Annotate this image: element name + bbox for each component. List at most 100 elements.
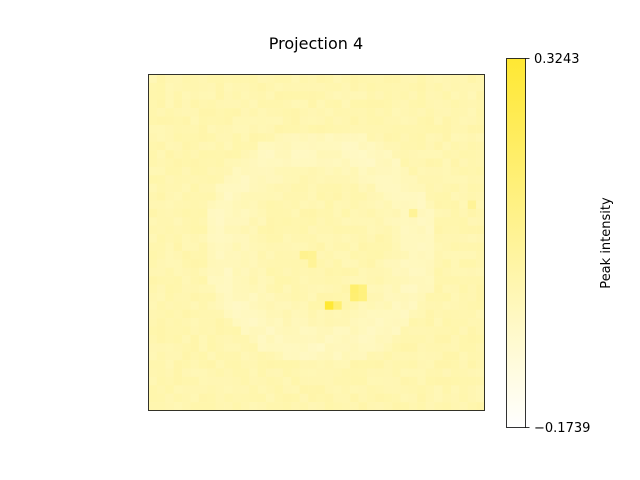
heatmap-cell (350, 351, 359, 361)
heatmap-cell (308, 284, 317, 294)
heatmap-cell (316, 141, 326, 151)
heatmap-cell (190, 217, 200, 226)
heatmap-cell (450, 234, 460, 243)
heatmap-cell (476, 276, 485, 285)
heatmap-cell (173, 175, 183, 184)
heatmap-cell (165, 82, 174, 92)
heatmap-cell (249, 393, 258, 403)
heatmap-cell (417, 376, 426, 386)
heatmap-cell (224, 402, 233, 411)
heatmap-cell (198, 242, 208, 252)
heatmap-cell (350, 200, 359, 210)
heatmap-cell (190, 301, 200, 310)
heatmap-cell (425, 74, 435, 84)
heatmap-cell (476, 166, 485, 176)
heatmap-cell (316, 292, 326, 302)
heatmap-cell (291, 99, 300, 109)
heatmap-cell (282, 158, 292, 168)
heatmap-cell (434, 301, 443, 310)
heatmap-cell (350, 166, 359, 176)
heatmap-cell (165, 183, 174, 193)
heatmap-cell (459, 208, 468, 218)
heatmap-cell (341, 259, 351, 268)
heatmap-cell (408, 385, 418, 394)
heatmap-cell (425, 217, 435, 226)
heatmap-cell (434, 133, 443, 142)
heatmap-cell (274, 158, 284, 168)
heatmap-cell (308, 183, 317, 193)
heatmap-cell (442, 141, 452, 151)
heatmap-cell (198, 225, 208, 235)
heatmap-cell (392, 292, 401, 302)
heatmap-cell (266, 166, 275, 176)
heatmap-cell (207, 309, 216, 319)
heatmap-cell (156, 343, 166, 352)
heatmap-cell (291, 192, 300, 201)
heatmap-cell (266, 301, 275, 310)
heatmap-cell (392, 267, 401, 277)
heatmap-cell (165, 116, 174, 126)
heatmap-cell (408, 133, 418, 142)
heatmap-cell (425, 124, 435, 134)
heatmap-cell (341, 343, 351, 352)
heatmap-cell (232, 284, 242, 294)
heatmap-cell (392, 234, 401, 243)
heatmap-cell (392, 208, 401, 218)
heatmap-cell (341, 217, 351, 226)
heatmap-cell (282, 200, 292, 210)
heatmap-cell (308, 376, 317, 386)
heatmap-cell (148, 385, 158, 394)
heatmap-cell (459, 242, 468, 252)
heatmap-cell (198, 292, 208, 302)
heatmap-cell (459, 192, 468, 201)
heatmap-cell (266, 276, 275, 285)
heatmap-cell (366, 225, 376, 235)
heatmap-cell (408, 175, 418, 184)
heatmap-cell (459, 309, 468, 319)
heatmap-cell (450, 158, 460, 168)
heatmap-cell (257, 351, 267, 361)
heatmap-cell (240, 74, 250, 84)
heatmap-cell (266, 141, 275, 151)
heatmap-cell (333, 166, 342, 176)
heatmap-cell (366, 116, 376, 126)
heatmap-cell (215, 99, 225, 109)
heatmap-cell (190, 351, 200, 361)
heatmap-cell (417, 82, 426, 92)
heatmap-cell (442, 108, 452, 117)
heatmap-cell (207, 150, 216, 159)
heatmap-cell (257, 309, 267, 319)
heatmap-cell (442, 276, 452, 285)
heatmap-cell (450, 108, 460, 117)
heatmap-cell (198, 158, 208, 168)
heatmap-cell (215, 309, 225, 319)
heatmap-cell (274, 267, 284, 277)
heatmap-cell (207, 368, 216, 378)
heatmap-cell (476, 326, 485, 336)
heatmap-cell (383, 200, 393, 210)
heatmap-cell (392, 183, 401, 193)
heatmap-cell (392, 326, 401, 336)
heatmap-cell (316, 351, 326, 361)
heatmap-cell (467, 200, 477, 210)
heatmap-cell (215, 402, 225, 411)
heatmap-cell (333, 351, 342, 361)
heatmap-cell (476, 116, 485, 126)
heatmap-cell (476, 250, 485, 260)
heatmap-cell (299, 318, 309, 327)
heatmap-cell (417, 225, 426, 235)
heatmap-cell (156, 200, 166, 210)
heatmap-cell (467, 318, 477, 327)
heatmap-cell (417, 276, 426, 285)
heatmap-cell (417, 402, 426, 411)
heatmap-cell (182, 326, 191, 336)
heatmap-cell (156, 276, 166, 285)
heatmap-cell (350, 116, 359, 126)
heatmap-cell (425, 166, 435, 176)
heatmap-cell (375, 259, 384, 268)
heatmap-cell (442, 133, 452, 142)
heatmap-cell (156, 309, 166, 319)
heatmap-cell (450, 116, 460, 126)
heatmap-cell (224, 393, 233, 403)
heatmap-cell (173, 158, 183, 168)
